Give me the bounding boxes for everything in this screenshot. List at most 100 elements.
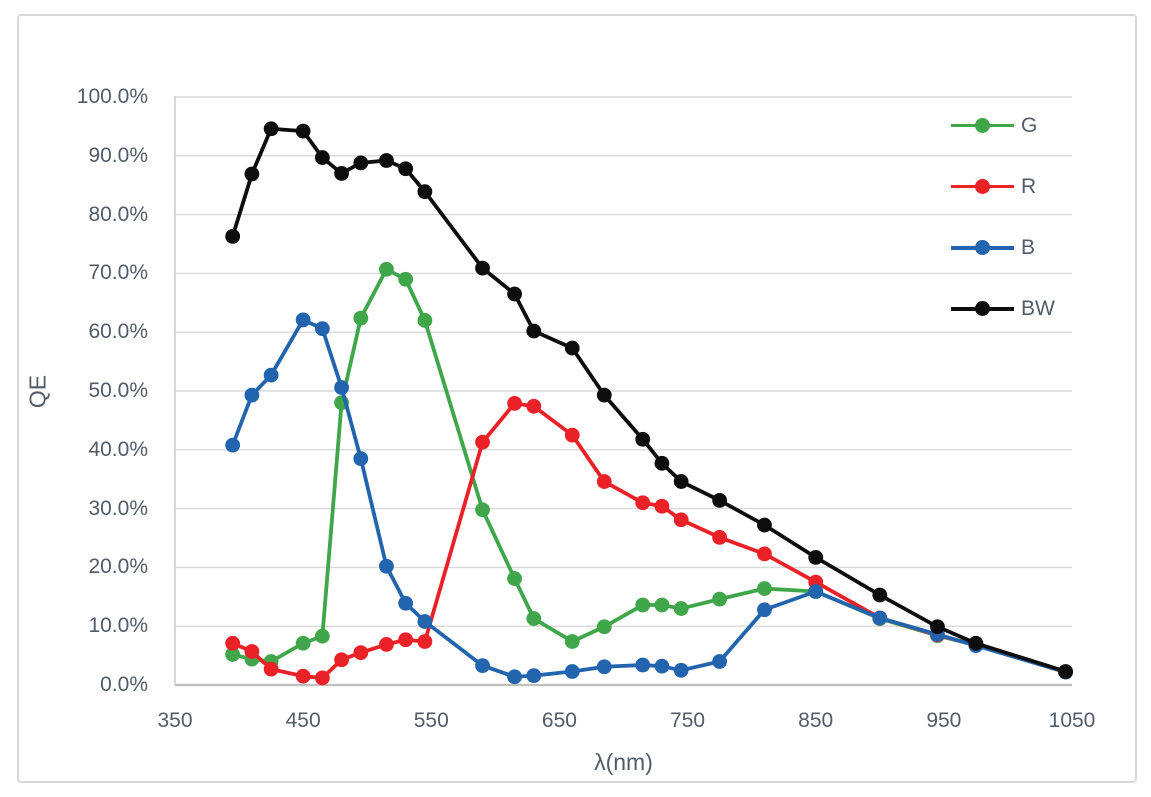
legend-label: R [1021,174,1037,198]
y-tick-label: 10.0% [88,614,148,638]
series-marker-BW [244,166,260,182]
series-marker-R [673,512,689,528]
y-tick-label: 100.0% [76,85,148,108]
series-marker-BW [263,121,279,137]
x-tick-label: 750 [670,709,706,732]
series-marker-G [564,634,580,649]
series-marker-B [872,610,888,626]
series-marker-BW [398,161,414,177]
series-marker-BW [673,474,689,489]
series-marker-B [417,614,433,629]
x-tick-label: 1050 [1048,709,1096,732]
series-marker-BW [295,123,311,139]
legend-label: BW [1021,297,1055,321]
series-marker-G [526,611,542,626]
series-marker-BW [654,455,670,471]
x-tick-label: 850 [798,709,834,732]
series-marker-BW [872,587,888,603]
series-marker-BW [379,153,394,168]
x-tick-label: 950 [926,709,962,732]
figure-border [17,14,1137,783]
y-tick-label: 30.0% [88,496,148,520]
series-marker-R [225,635,241,651]
series-marker-R [507,395,522,411]
series-marker-B [596,659,612,675]
series-marker-B [379,558,394,574]
x-tick-label: 350 [157,709,193,732]
series-marker-B [353,451,369,467]
series-marker-BW [757,517,772,533]
series-marker-B [244,387,260,403]
series-marker-B [564,664,580,679]
series-marker-BW [635,431,651,447]
series-marker-B [334,380,349,395]
series-marker-G [757,581,772,596]
series-marker-BW [225,228,241,244]
series-marker-BW [712,492,728,508]
series-marker-BW [475,260,490,276]
series-line-BW [230,126,1068,674]
x-tick-label: 650 [541,709,577,732]
series-marker-B [635,657,651,673]
series-marker-R [635,495,651,511]
series-marker-R [417,634,433,649]
y-tick-label: 40.0% [88,437,148,461]
series-marker-R [398,632,414,648]
series-marker-G [295,635,311,651]
x-tick-label: 450 [285,709,321,732]
legend-marker-sample [975,240,990,256]
series-marker-B [712,654,728,669]
series-marker-B [757,602,772,618]
series-marker-BW [808,550,824,565]
series-marker-BW [314,150,330,165]
series-marker-B [654,658,670,674]
series-marker-G [417,313,433,328]
series-marker-B [526,668,542,683]
series-marker-R [314,670,330,686]
series-marker-G [314,628,330,644]
series-marker-BW [968,635,984,651]
series-marker-G [507,571,522,586]
series-marker-G [596,619,612,635]
series-marker-B [263,367,279,383]
series-marker-B [475,658,490,673]
series-marker-B [295,312,311,328]
series-marker-R [526,398,542,414]
series-marker-G [475,502,490,518]
series-marker-BW [353,155,369,171]
series-marker-R [475,434,490,450]
series-marker-R [712,530,728,545]
series-marker-B [808,584,824,599]
series-marker-R [596,474,612,489]
series-marker-G [379,261,394,277]
series-marker-BW [334,166,349,181]
series-marker-BW [930,619,945,635]
series-line-G [230,267,1068,674]
series-marker-R [757,546,772,562]
series-marker-BW [564,340,580,356]
series-marker-BW [417,184,433,200]
series-marker-R [334,652,349,668]
legend-marker-sample [975,117,990,133]
y-tick-label: 80.0% [88,202,148,226]
y-tick-label: 20.0% [88,555,148,579]
legend-marker-sample [975,301,990,317]
series-marker-R [244,644,260,659]
y-tick-label: 90.0% [88,143,148,167]
series-marker-G [225,647,241,662]
series-marker-G [673,601,689,616]
legend-label: G [1021,113,1038,137]
series-marker-R [263,661,279,677]
y-tick-label: 60.0% [88,320,148,344]
x-axis-title: λ(nm) [594,749,653,775]
y-tick-label: 50.0% [88,379,148,402]
series-marker-G [654,597,670,613]
series-marker-G [353,310,369,326]
legend-marker-sample [975,178,990,194]
series-marker-R [654,498,670,514]
y-tick-label: 70.0% [88,261,148,285]
series-marker-BW [507,286,522,302]
series-marker-BW [526,323,542,339]
